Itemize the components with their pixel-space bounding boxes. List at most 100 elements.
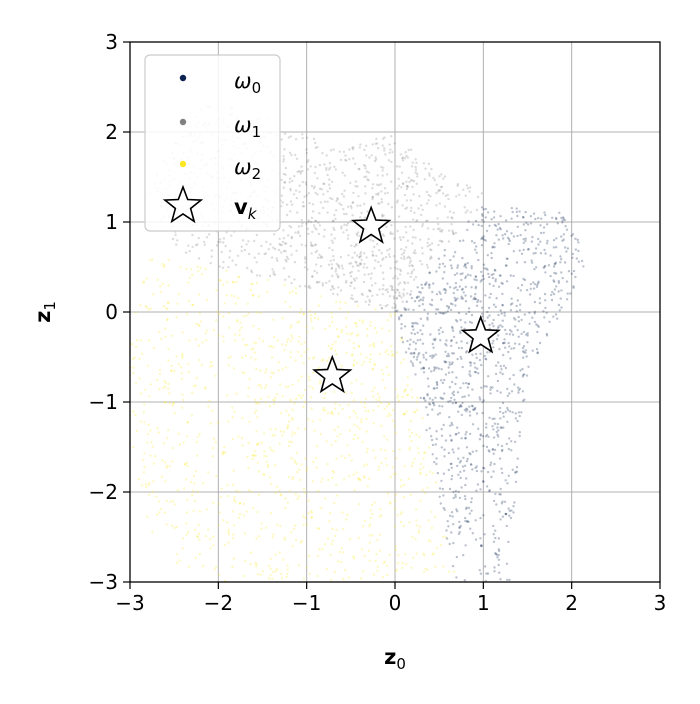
series-2-point xyxy=(285,340,289,343)
series-2-point xyxy=(357,345,360,348)
series-2-point xyxy=(379,508,382,511)
series-1-point xyxy=(390,288,393,292)
series-1-point xyxy=(306,227,309,231)
series-1-point xyxy=(429,255,433,258)
series-0-point xyxy=(545,311,548,314)
series-1-point xyxy=(352,157,355,160)
series-0-point xyxy=(497,326,500,330)
series-2-point xyxy=(352,399,355,402)
series-0-point xyxy=(498,274,501,277)
series-0-point xyxy=(537,282,540,285)
series-2-point xyxy=(405,410,408,413)
series-1-point xyxy=(363,148,366,152)
series-1-point xyxy=(329,288,333,291)
series-1-point xyxy=(383,187,387,190)
series-2-point xyxy=(231,510,235,513)
series-1-point xyxy=(299,170,302,173)
series-0-point xyxy=(507,507,510,510)
series-2-point xyxy=(300,354,303,357)
series-2-point xyxy=(395,351,398,354)
series-0-point xyxy=(493,417,496,420)
series-0-point xyxy=(459,524,462,528)
series-0-point xyxy=(560,306,563,309)
series-1-point xyxy=(282,158,286,161)
series-1-point xyxy=(353,279,356,282)
series-0-point xyxy=(483,319,487,323)
series-0-point xyxy=(455,576,458,579)
series-2-point xyxy=(361,440,364,444)
series-2-point xyxy=(369,321,373,324)
series-2-point xyxy=(392,449,395,453)
series-1-point xyxy=(364,192,367,195)
series-2-point xyxy=(163,461,166,464)
series-0-point xyxy=(492,339,495,343)
series-0-point xyxy=(438,412,442,415)
series-0-point xyxy=(533,320,537,324)
series-0-point xyxy=(496,433,499,436)
series-0-point xyxy=(510,440,513,443)
series-2-point xyxy=(346,332,349,335)
series-0-point xyxy=(512,274,515,278)
series-1-point xyxy=(436,217,439,220)
series-1-point xyxy=(282,160,285,163)
series-2-point xyxy=(387,412,391,415)
series-1-point xyxy=(421,252,424,255)
series-0-point xyxy=(499,426,502,429)
series-0-point xyxy=(416,339,419,342)
series-1-point xyxy=(300,224,303,228)
series-2-point xyxy=(365,430,368,433)
series-1-point xyxy=(273,233,276,236)
series-1-point xyxy=(463,206,466,209)
series-0-point xyxy=(450,362,454,366)
series-0-point xyxy=(498,510,501,513)
series-0-point xyxy=(521,216,525,219)
series-1-point xyxy=(184,251,188,254)
series-0-point xyxy=(463,265,466,268)
series-2-point xyxy=(342,528,345,531)
series-2-point xyxy=(270,371,273,374)
series-0-point xyxy=(433,366,436,369)
series-1-point xyxy=(339,158,343,162)
series-1-point xyxy=(209,262,212,265)
series-2-point xyxy=(352,473,355,476)
series-0-point xyxy=(499,215,502,218)
series-0-point xyxy=(532,287,536,290)
series-2-point xyxy=(249,490,253,493)
series-1-point xyxy=(322,193,325,196)
series-0-point xyxy=(419,291,422,294)
series-2-point xyxy=(170,334,173,337)
series-0-point xyxy=(530,259,533,262)
series-2-point xyxy=(204,386,207,389)
series-0-point xyxy=(471,404,474,407)
series-2-point xyxy=(368,360,372,364)
series-2-point xyxy=(373,362,376,365)
series-0-point xyxy=(503,314,506,317)
series-0-point xyxy=(542,226,546,229)
series-1-point xyxy=(304,285,307,288)
series-1-point xyxy=(389,232,392,236)
series-1-point xyxy=(330,233,333,236)
series-2-point xyxy=(291,434,294,437)
series-2-point xyxy=(238,490,241,493)
series-2-point xyxy=(185,267,188,271)
series-2-point xyxy=(277,369,280,372)
series-2-point xyxy=(312,357,315,360)
series-0-point xyxy=(488,275,491,279)
series-0-point xyxy=(496,556,499,559)
series-2-point xyxy=(389,315,393,318)
series-2-point xyxy=(326,411,329,415)
series-2-point xyxy=(313,312,317,316)
series-1-point xyxy=(176,239,179,242)
series-0-point xyxy=(409,352,412,355)
series-2-point xyxy=(178,443,182,446)
series-1-point xyxy=(381,213,384,217)
series-0-point xyxy=(452,335,456,339)
series-2-point xyxy=(337,412,340,415)
series-1-point xyxy=(451,231,455,234)
series-1-point xyxy=(171,237,175,241)
series-0-point xyxy=(558,309,561,312)
series-0-point xyxy=(479,352,482,355)
series-2-point xyxy=(308,385,312,388)
series-2-point xyxy=(442,565,445,568)
